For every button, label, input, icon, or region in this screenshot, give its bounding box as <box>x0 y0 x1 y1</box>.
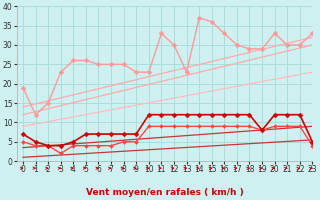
X-axis label: Vent moyen/en rafales ( km/h ): Vent moyen/en rafales ( km/h ) <box>86 188 244 197</box>
